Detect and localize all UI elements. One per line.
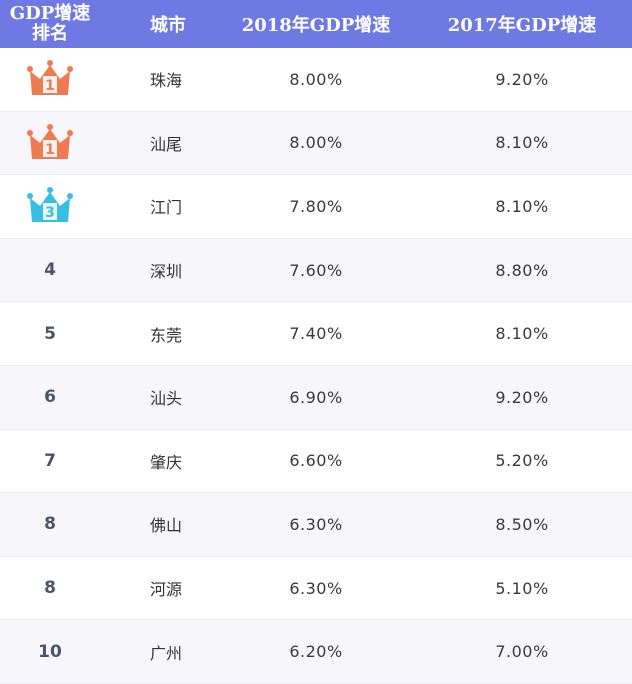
rank-cell: 10 <box>0 620 100 683</box>
table-body: 1 珠海 8.00% 9.20% 1 汕尾 8.00% 8.10% 3 江门 7.80% 8.10% 4… <box>0 48 632 684</box>
rank-cell: 1 <box>0 112 100 175</box>
crown-rank-number: 1 <box>45 78 55 94</box>
table-row: 6 汕头 6.90% 9.20% <box>0 365 632 430</box>
gdp-2018-cell: 8.00% <box>289 133 343 153</box>
gdp-2018-cell: 6.60% <box>289 451 343 471</box>
gdp-2017-cell: 5.20% <box>495 451 549 471</box>
header-rank-line2: 排名 <box>32 23 68 44</box>
table-row: 3 江门 7.80% 8.10% <box>0 175 632 239</box>
gdp-2017-cell: 7.00% <box>495 642 549 662</box>
gdp-2017-cell: 9.20% <box>495 387 549 407</box>
rank-cell: 3 <box>0 175 100 238</box>
rank-cell: 7 <box>0 430 100 493</box>
table-row: 1 汕尾 8.00% 8.10% <box>0 111 632 176</box>
crown-rank-number: 3 <box>45 205 55 221</box>
crown-icon: 3 <box>27 187 73 223</box>
crown-rank-number: 1 <box>45 142 55 158</box>
gdp-2018-cell: 7.80% <box>289 196 343 216</box>
header-rank-line1: GDP增速 <box>9 3 91 24</box>
gdp-2018-cell: 7.60% <box>289 260 343 280</box>
table-row: 5 东莞 7.40% 8.10% <box>0 302 632 366</box>
rank-cell: 5 <box>0 302 100 365</box>
rank-number: 7 <box>44 450 56 471</box>
city-cell: 佛山 <box>150 516 183 536</box>
gdp-2017-cell: 8.10% <box>495 196 549 216</box>
header-city: 城市 <box>150 15 186 36</box>
header-gdp-2018: 2018年GDP增速 <box>241 15 391 36</box>
table-row: 4 深圳 7.60% 8.80% <box>0 238 632 303</box>
gdp-2017-cell: 9.20% <box>495 69 549 89</box>
crown-icon: 1 <box>27 123 73 159</box>
gdp-2017-cell: 8.10% <box>495 324 549 344</box>
crown-icon: 1 <box>27 60 73 96</box>
gdp-2018-cell: 7.40% <box>289 324 343 344</box>
city-cell: 东莞 <box>150 325 183 345</box>
gdp-2018-cell: 6.90% <box>289 387 343 407</box>
city-cell: 河源 <box>150 580 183 600</box>
rank-cell: 8 <box>0 557 100 620</box>
table-row: 7 肇庆 6.60% 5.20% <box>0 429 632 494</box>
header-rank: GDP增速 排名 <box>0 0 100 48</box>
rank-cell: 6 <box>0 366 100 429</box>
rank-number: 6 <box>44 387 56 408</box>
gdp-2018-cell: 6.20% <box>289 642 343 662</box>
table-row: 8 河源 6.30% 5.10% <box>0 556 632 621</box>
header-gdp-2017: 2017年GDP增速 <box>447 15 597 36</box>
rank-number: 4 <box>44 260 56 281</box>
rank-cell: 4 <box>0 239 100 302</box>
city-cell: 肇庆 <box>150 452 183 472</box>
rank-number: 8 <box>44 514 56 535</box>
rank-cell: 8 <box>0 493 100 556</box>
gdp-2018-cell: 6.30% <box>289 578 343 598</box>
city-cell: 汕头 <box>150 389 183 409</box>
table-row: 10 广州 6.20% 7.00% <box>0 620 632 684</box>
table-row: 8 佛山 6.30% 8.50% <box>0 493 632 557</box>
city-cell: 广州 <box>150 643 183 663</box>
gdp-2017-cell: 8.80% <box>495 260 549 280</box>
gdp-2017-cell: 8.50% <box>495 514 549 534</box>
city-cell: 珠海 <box>150 71 183 91</box>
gdp-2017-cell: 8.10% <box>495 133 549 153</box>
table-header: GDP增速 排名 城市 2018年GDP增速 2017年GDP增速 <box>0 0 632 48</box>
gdp-2017-cell: 5.10% <box>495 578 549 598</box>
gdp-2018-cell: 8.00% <box>289 69 343 89</box>
rank-number: 10 <box>38 641 62 662</box>
rank-number: 5 <box>44 323 56 344</box>
table-row: 1 珠海 8.00% 9.20% <box>0 48 632 112</box>
gdp-2018-cell: 6.30% <box>289 514 343 534</box>
rank-number: 8 <box>44 578 56 599</box>
city-cell: 江门 <box>150 198 183 218</box>
city-cell: 汕尾 <box>150 134 183 154</box>
city-cell: 深圳 <box>150 262 183 282</box>
rank-cell: 1 <box>0 48 100 111</box>
